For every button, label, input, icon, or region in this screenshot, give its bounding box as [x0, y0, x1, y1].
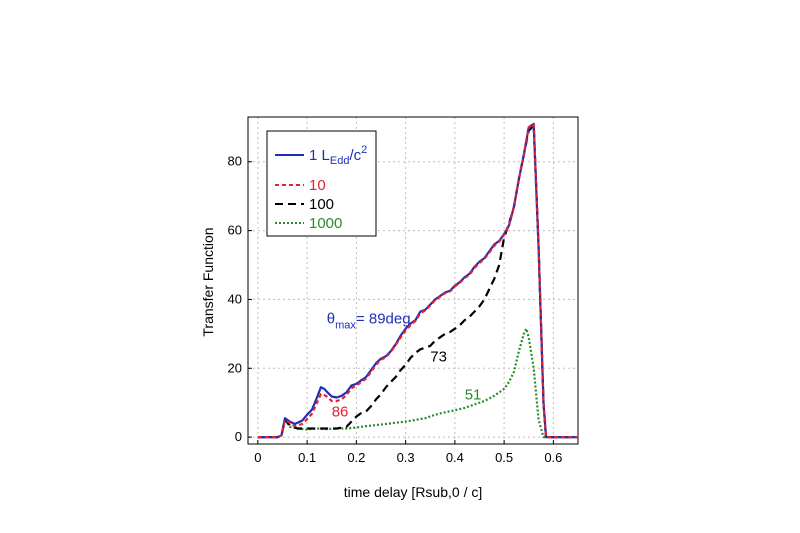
x-tick-label: 0.5	[495, 450, 513, 465]
plot-frame	[247, 116, 579, 445]
x-tick-label: 0.3	[397, 450, 415, 465]
legend-box	[266, 130, 377, 237]
legend-label-series-3: 1000	[309, 215, 342, 232]
x-tick-label: 0	[254, 450, 261, 465]
x-axis-label: time delay [Rsub,0 / c]	[344, 484, 483, 500]
axis-ticks: 0 0.1 0.2 0.3 0.4 0.5 0.6 0 20 40 60 80	[228, 154, 563, 465]
series-lines	[257, 122, 578, 439]
y-tick-label: 20	[228, 360, 242, 375]
annotation-1: 73	[430, 348, 447, 365]
x-tick-label: 0.4	[446, 450, 464, 465]
x-tick-label: 0.2	[347, 450, 365, 465]
annotation-3: 86	[332, 403, 349, 420]
x-tick-label: 0.1	[298, 450, 316, 465]
annotations: θmax= 89deg 73 51 86	[327, 311, 482, 421]
legend: 1 LEdd/c2 10 100 1000	[266, 130, 377, 237]
legend-label-series-0: 1 LEdd/c2	[309, 144, 367, 167]
x-tick-label: 0.6	[544, 450, 562, 465]
y-tick-label: 40	[228, 291, 242, 306]
series-line-0	[257, 122, 578, 439]
y-tick-label: 0	[235, 429, 242, 444]
series-line-1	[257, 122, 578, 439]
series-line-3	[257, 327, 578, 439]
legend-label-series-1: 10	[309, 177, 326, 194]
y-tick-label: 60	[228, 223, 242, 238]
annotation-2: 51	[465, 386, 482, 403]
annotation-0: θmax= 89deg	[327, 311, 411, 332]
y-axis-label: Transfer Function	[200, 227, 216, 336]
legend-label-series-2: 100	[309, 196, 334, 213]
y-tick-label: 80	[228, 154, 242, 169]
